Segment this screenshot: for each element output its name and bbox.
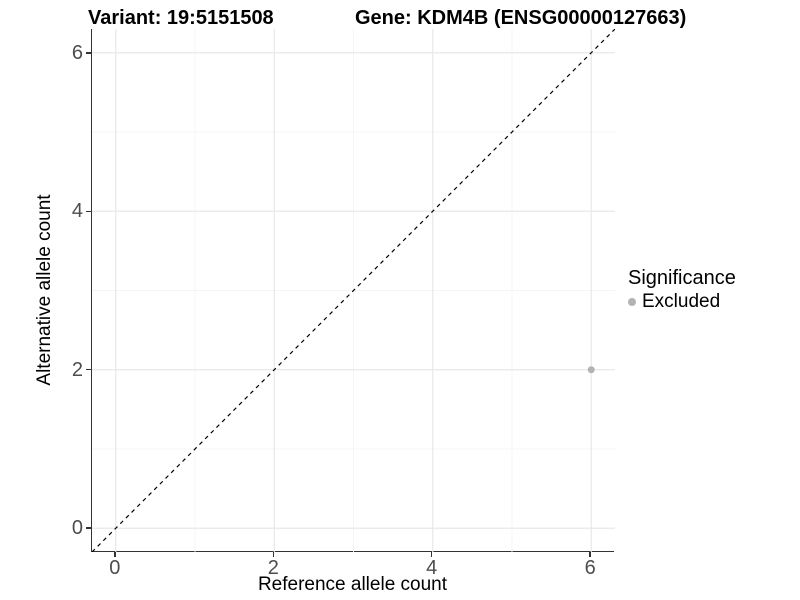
legend-title: Significance (628, 267, 736, 289)
gene-title: Gene: KDM4B (ENSG00000127663) (355, 7, 687, 29)
excluded-point-swatch-icon (628, 297, 636, 306)
y-axis-tick (86, 52, 91, 54)
y-axis-tick (86, 527, 91, 529)
x-axis-tick (430, 552, 433, 557)
y-axis-title: Alternative allele count (34, 194, 55, 386)
y-axis-tick-label: 6 (71, 41, 83, 64)
x-axis-title: Reference allele count (257, 574, 448, 595)
x-axis-tick-label: 4 (426, 557, 438, 579)
identity-reference-line (92, 29, 615, 552)
y-axis-tick-label: 4 (71, 200, 83, 223)
y-axis-tick-label: 2 (71, 358, 83, 381)
legend-item-label: Excluded (642, 291, 721, 312)
plot-panel (91, 29, 615, 552)
legend: Significance Excluded (628, 268, 736, 311)
legend-item-excluded: Excluded (628, 292, 736, 311)
x-axis-tick-label: 6 (584, 557, 596, 579)
x-axis-tick (272, 552, 274, 557)
x-axis-tick-label: 0 (109, 557, 121, 579)
variant-title: Variant: 19:5151508 (88, 7, 274, 29)
y-axis-tick (86, 210, 91, 212)
x-axis-tick (589, 552, 591, 557)
x-axis-tick (114, 552, 116, 557)
y-axis-tick (86, 368, 91, 371)
x-axis-tick-label: 2 (267, 557, 279, 579)
data-point (587, 366, 595, 374)
plot-area (92, 29, 615, 552)
y-axis-tick-label: 0 (71, 517, 83, 540)
